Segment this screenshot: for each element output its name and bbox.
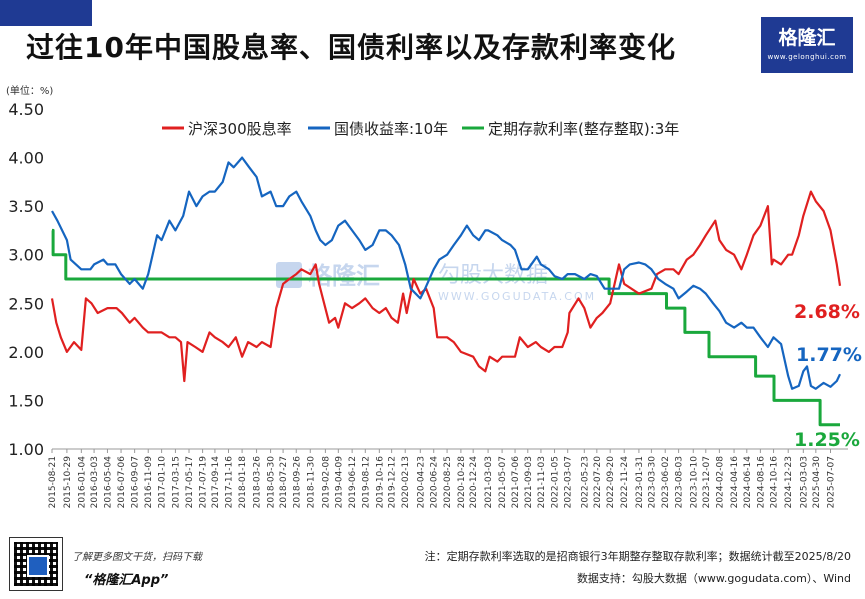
y-tick-label: 1.00 <box>8 440 44 459</box>
qr-code[interactable] <box>9 537 63 591</box>
x-tick-label: 2018-03-26 <box>253 456 263 509</box>
x-tick-label: 2020-02-13 <box>401 456 411 508</box>
x-tick-label: 2025-07-07 <box>827 456 837 508</box>
x-tick-label: 2024-10-16 <box>770 456 780 509</box>
x-tick-label: 2022-05-23 <box>580 456 590 508</box>
x-tick-label: 2024-04-16 <box>730 456 740 509</box>
legend-label: 国债收益率:10年 <box>334 120 448 138</box>
footer-source: 数据支持：勾股大数据（www.gogudata.com）、Wind <box>576 572 851 585</box>
x-tick-label: 2019-02-08 <box>321 456 331 509</box>
x-tick-label: 2021-07-06 <box>511 456 521 509</box>
x-axis: 2015-08-21 2015-10-29 2016-01-04 2016-03-03… <box>48 449 837 508</box>
y-tick-label: 3.00 <box>8 246 44 265</box>
y-tick-label: 2.50 <box>8 294 44 313</box>
x-tick-label: 2016-03-03 <box>90 456 100 508</box>
y-tick-label: 1.50 <box>8 391 44 410</box>
x-tick-label: 2018-05-30 <box>267 456 277 509</box>
x-tick-label: 2020-10-28 <box>457 456 467 509</box>
x-tick-label: 2015-10-29 <box>63 456 73 509</box>
x-tick-label: 2016-05-04 <box>103 456 113 509</box>
qr-logo-icon <box>27 555 49 577</box>
x-tick-label: 2022-01-05 <box>551 456 561 508</box>
x-tick-label: 2019-10-16 <box>375 456 385 509</box>
x-tick-label: 2017-03-15 <box>171 456 181 508</box>
x-tick-label: 2018-01-18 <box>238 456 248 509</box>
x-tick-label: 2023-12-07 <box>702 456 712 508</box>
x-tick-label: 2017-09-14 <box>211 456 221 509</box>
y-tick-label: 4.00 <box>8 149 44 168</box>
y-axis: 4.50 4.00 3.50 3.00 2.50 2.00 1.50 1.00 <box>8 100 44 459</box>
y-axis-label: (单位：%) <box>6 84 53 97</box>
end-value-label: 1.77% <box>796 344 862 366</box>
legend: 沪深300股息率 国债收益率:10年 定期存款利率(整存整取):3年 <box>162 120 679 138</box>
x-tick-label: 2019-04-09 <box>334 456 344 509</box>
x-tick-label: 2017-11-16 <box>225 456 235 509</box>
x-tick-label: 2020-06-24 <box>430 456 440 509</box>
end-labels: 2.68% 1.77% 1.25% <box>794 301 862 451</box>
page-title: 过往10年中国股息率、国债利率以及存款利率变化 <box>26 31 676 64</box>
x-tick-label: 2023-10-10 <box>689 456 699 509</box>
x-tick-label: 2020-08-25 <box>443 456 453 508</box>
series-line-1 <box>51 156 841 390</box>
legend-label: 沪深300股息率 <box>188 120 292 138</box>
x-tick-label: 2024-08-16 <box>756 456 766 509</box>
x-tick-label: 2017-07-19 <box>199 456 209 509</box>
x-tick-label: 2021-05-07 <box>498 456 508 508</box>
x-tick-label: 2016-09-07 <box>131 456 141 508</box>
footer-slogan: 了解更多图文干货，扫码下载 <box>72 552 202 563</box>
legend-label: 定期存款利率(整存整取):3年 <box>488 120 679 138</box>
end-value-label: 1.25% <box>794 429 860 451</box>
x-tick-label: 2023-03-30 <box>647 456 657 509</box>
brand-logo-text: 格隆汇 <box>778 27 836 49</box>
footer-app-name: “格隆汇App” <box>84 573 169 588</box>
series-line-2 <box>51 228 840 427</box>
x-tick-label: 2023-01-31 <box>635 456 645 508</box>
x-tick-label: 2023-08-03 <box>675 456 685 508</box>
x-tick-label: 2023-06-02 <box>661 456 671 508</box>
x-tick-label: 2016-07-06 <box>117 456 127 509</box>
x-tick-label: 2021-11-03 <box>537 456 547 508</box>
y-tick-label: 4.50 <box>8 100 44 119</box>
x-tick-label: 2022-09-20 <box>606 456 616 509</box>
corner-brand-bar <box>0 0 92 26</box>
x-tick-label: 2022-07-20 <box>593 456 603 509</box>
line-chart: 格隆汇 勾股大数据 WWW.GOGUDATA.COM (单位：%) 4.504.… <box>6 84 862 508</box>
x-tick-label: 2017-01-10 <box>158 456 168 509</box>
x-tick-label: 2019-06-12 <box>348 456 358 508</box>
x-tick-label: 2017-05-17 <box>185 456 195 508</box>
x-tick-label: 2022-11-24 <box>620 456 630 509</box>
y-tick-label: 3.50 <box>8 197 44 216</box>
x-tick-label: 2021-09-03 <box>524 456 534 508</box>
x-tick-label: 2016-11-09 <box>144 456 154 509</box>
x-tick-label: 2025-04-30 <box>812 456 822 509</box>
brand-url: www.gelonghui.com <box>767 53 847 61</box>
x-tick-label: 2020-04-23 <box>416 456 426 508</box>
x-tick-label: 2018-07-27 <box>279 456 289 508</box>
x-tick-label: 2024-12-23 <box>784 456 794 508</box>
x-tick-label: 2019-08-12 <box>361 456 371 508</box>
end-value-label: 2.68% <box>794 301 860 323</box>
x-tick-label: 2022-03-07 <box>564 456 574 508</box>
x-tick-label: 2019-12-12 <box>388 456 398 508</box>
series-line-0 <box>50 190 842 383</box>
footer-note: 注：定期存款利率选取的是招商银行3年期整存整取存款利率；数据统计截至2025/8… <box>424 550 851 563</box>
x-tick-label: 2025-03-03 <box>799 456 809 508</box>
x-tick-label: 2016-01-04 <box>77 456 87 509</box>
watermark-url: WWW.GOGUDATA.COM <box>438 290 596 303</box>
series-layer <box>50 156 842 427</box>
watermark-right: 勾股大数据 <box>438 263 548 288</box>
brand-logo[interactable]: 格隆汇 www.gelonghui.com <box>761 17 853 73</box>
x-tick-label: 2024-06-14 <box>743 456 753 509</box>
x-tick-label: 2021-03-03 <box>484 456 494 508</box>
x-tick-label: 2020-12-24 <box>469 456 479 509</box>
watermark-logo-icon <box>276 262 302 288</box>
y-tick-label: 2.00 <box>8 343 44 362</box>
x-tick-label: 2024-02-08 <box>715 456 725 509</box>
x-tick-label: 2015-08-21 <box>48 456 58 508</box>
x-tick-label: 2018-11-30 <box>306 456 316 509</box>
x-tick-label: 2018-09-26 <box>292 456 302 509</box>
